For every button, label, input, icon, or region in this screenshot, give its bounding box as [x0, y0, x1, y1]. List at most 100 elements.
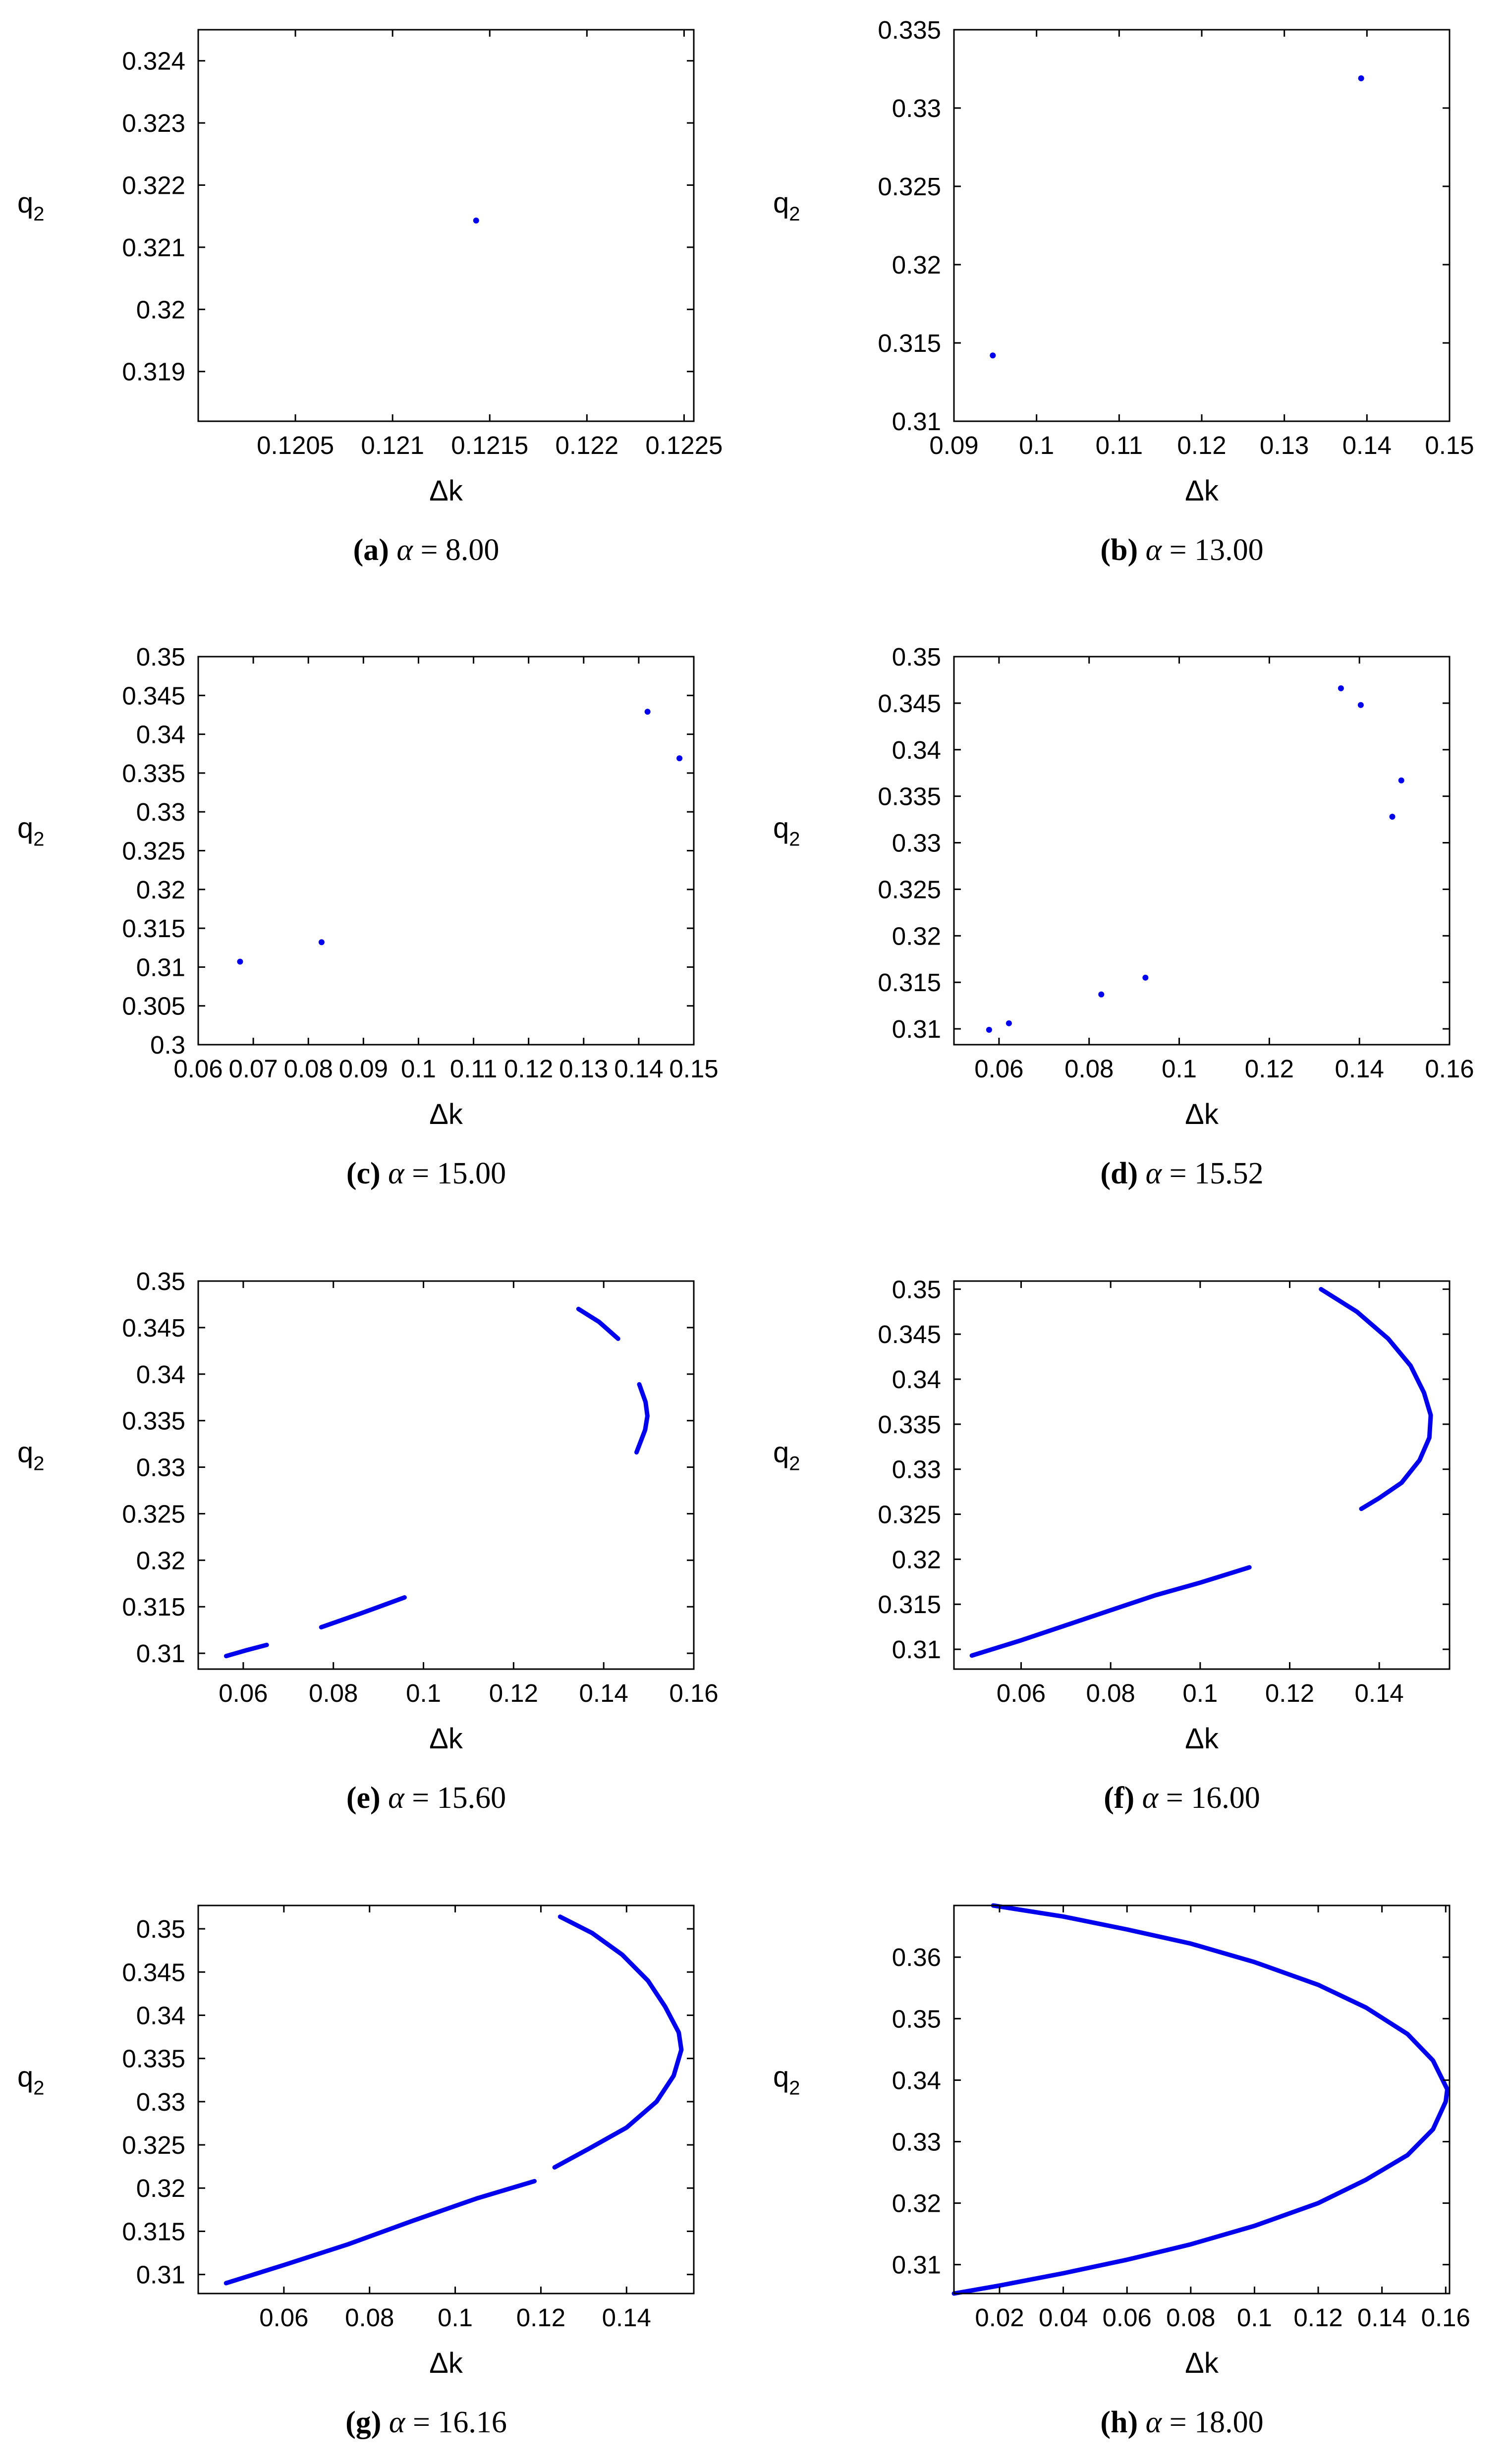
series-line-f-0 [969, 1565, 1252, 1658]
x-tick-label-d-1: 0.08 [1064, 1055, 1114, 1083]
x-tick-label-e-5: 0.16 [669, 1679, 718, 1707]
y-tick-label-f-3: 0.325 [878, 1501, 941, 1529]
y-tick-label-e-4: 0.33 [136, 1454, 185, 1482]
y-axis-label-b: q2 [773, 187, 800, 225]
panel-h: 0.02 0.04 0.06 0.08 0.1 0.12 0.14 0.16 0.31 0.32 0… [773, 1903, 1470, 2439]
y-tick-label-c-9: 0.345 [122, 681, 185, 710]
y-tick-label-f-2: 0.32 [892, 1545, 941, 1573]
y-tick-label-c-4: 0.32 [136, 876, 185, 904]
y-tick-label-b-5: 0.335 [878, 16, 941, 44]
series-line-e-2 [576, 1306, 620, 1341]
x-tick-label-g-4: 0.14 [602, 2303, 651, 2332]
y-axis-label-e: q2 [17, 1437, 45, 1475]
x-tick-label-e-1: 0.08 [309, 1679, 358, 1707]
x-tick-label-c-9: 0.15 [669, 1055, 718, 1083]
x-axis-label-c: Δk [429, 1098, 463, 1130]
plot-frame-c [197, 656, 695, 1046]
panel-e: 0.06 0.08 0.1 0.12 0.14 0.16 0.31 0.315 0.32 0.32… [17, 1267, 719, 1815]
x-axis-label-a: Δk [429, 475, 463, 507]
x-tick-label-c-2: 0.08 [284, 1055, 333, 1083]
y-tick-label-e-2: 0.32 [136, 1546, 185, 1574]
y-tick-label-h-0: 0.31 [892, 2251, 941, 2279]
caption-g: (g) α = 16.16 [345, 2406, 507, 2439]
panel-c: 0.06 0.07 0.08 0.09 0.1 0.11 0.12 0.13 0.14 0.15 0… [17, 643, 719, 1190]
y-tick-label-g-5: 0.335 [122, 2045, 185, 2073]
plot-frame-e [197, 1280, 695, 1670]
y-tick-label-c-1: 0.305 [122, 992, 185, 1020]
y-tick-label-d-5: 0.335 [878, 783, 941, 811]
x-axis-label-g: Δk [429, 2347, 463, 2379]
x-tick-label-c-0: 0.06 [173, 1055, 223, 1083]
x-tick-label-f-0: 0.06 [997, 1679, 1046, 1707]
plot-frame-f [953, 1280, 1451, 1670]
x-tick-label-e-2: 0.1 [406, 1679, 441, 1707]
x-tick-label-h-6: 0.14 [1357, 2303, 1406, 2332]
y-tick-label-d-4: 0.33 [892, 829, 941, 857]
y-tick-label-e-3: 0.325 [122, 1500, 185, 1528]
x-tick-label-g-2: 0.1 [438, 2303, 473, 2332]
plot-frame-g [197, 1904, 695, 2295]
plot-frame-a [197, 29, 695, 422]
y-axis-label-c: q2 [17, 812, 45, 850]
y-tick-label-d-0: 0.31 [892, 1015, 941, 1043]
y-axis-label-g: q2 [17, 2061, 45, 2099]
y-tick-label-f-5: 0.335 [878, 1410, 941, 1439]
y-tick-label-g-8: 0.35 [136, 1915, 185, 1943]
x-tick-label-f-3: 0.12 [1265, 1679, 1314, 1707]
y-tick-label-d-2: 0.32 [892, 922, 941, 950]
y-tick-label-a-5: 0.324 [122, 47, 185, 75]
x-tick-label-e-0: 0.06 [219, 1679, 268, 1707]
data-point-a-0 [473, 217, 479, 224]
plot-frame-d [953, 656, 1451, 1046]
data-point-d-6 [1389, 813, 1396, 820]
y-tick-label-a-1: 0.32 [136, 295, 185, 324]
y-tick-label-f-6: 0.34 [892, 1365, 941, 1394]
x-tick-label-a-3: 0.122 [556, 431, 619, 459]
series-line-e-0 [223, 1642, 269, 1659]
y-tick-label-f-1: 0.315 [878, 1590, 941, 1619]
caption-e: (e) α = 15.60 [346, 1781, 506, 1815]
x-tick-label-f-1: 0.08 [1086, 1679, 1135, 1707]
x-tick-label-d-4: 0.14 [1335, 1055, 1384, 1083]
y-tick-label-a-3: 0.322 [122, 171, 185, 199]
caption-b: (b) α = 13.00 [1100, 533, 1263, 567]
plot-frame-b [953, 29, 1451, 422]
y-axis-label-f: q2 [773, 1437, 800, 1475]
x-tick-label-c-4: 0.1 [401, 1055, 436, 1083]
y-tick-label-h-2: 0.33 [892, 2128, 941, 2156]
series-line-g-0 [223, 2179, 537, 2286]
x-tick-label-a-0: 0.1205 [257, 431, 334, 459]
data-point-d-7 [1398, 777, 1404, 784]
data-point-b-0 [990, 352, 996, 359]
caption-d: (d) α = 15.52 [1100, 1157, 1263, 1190]
y-tick-label-d-6: 0.34 [892, 736, 941, 764]
y-axis-label-h: q2 [773, 2061, 800, 2099]
x-axis-label-h: Δk [1185, 2347, 1219, 2379]
data-point-b-1 [1358, 75, 1364, 81]
x-tick-label-g-1: 0.08 [345, 2303, 394, 2332]
y-tick-label-a-4: 0.323 [122, 109, 185, 137]
x-tick-label-b-0: 0.09 [929, 431, 978, 459]
y-tick-label-c-8: 0.34 [136, 721, 185, 749]
y-tick-label-g-3: 0.325 [122, 2131, 185, 2159]
y-tick-label-g-0: 0.31 [136, 2261, 185, 2289]
x-tick-label-b-4: 0.13 [1260, 431, 1309, 459]
y-tick-label-d-7: 0.345 [878, 689, 941, 718]
x-tick-label-b-2: 0.11 [1096, 431, 1143, 459]
y-tick-label-c-10: 0.35 [136, 643, 185, 671]
data-point-d-3 [1142, 974, 1149, 981]
x-axis-label-e: Δk [429, 1723, 463, 1755]
x-tick-label-g-0: 0.06 [259, 2303, 308, 2332]
y-tick-label-b-4: 0.33 [892, 94, 941, 122]
y-tick-label-b-0: 0.31 [892, 407, 941, 436]
data-point-d-4 [1338, 685, 1344, 691]
caption-a: (a) α = 8.00 [353, 533, 500, 567]
y-tick-label-c-0: 0.3 [150, 1031, 185, 1059]
data-point-c-3 [676, 755, 683, 762]
x-tick-label-h-2: 0.06 [1103, 2303, 1152, 2332]
x-tick-label-h-5: 0.12 [1293, 2303, 1342, 2332]
panel-f: 0.06 0.08 0.1 0.12 0.14 0.31 0.315 0.32 0.325 0.3… [773, 1275, 1451, 1815]
x-tick-label-d-0: 0.06 [974, 1055, 1023, 1083]
y-tick-label-d-8: 0.35 [892, 643, 941, 671]
y-tick-label-e-1: 0.315 [122, 1593, 185, 1621]
